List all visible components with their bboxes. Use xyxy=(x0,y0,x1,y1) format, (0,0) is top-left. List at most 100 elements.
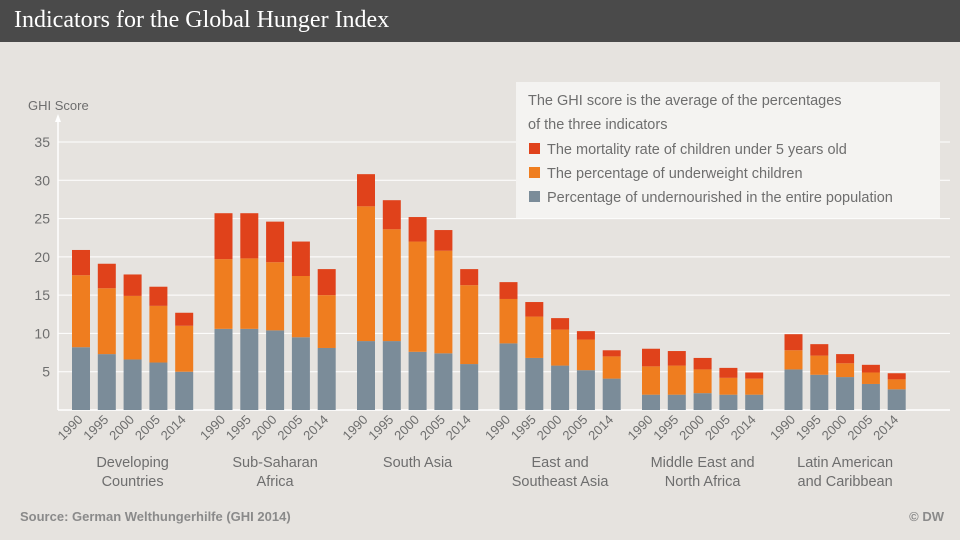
x-tick-label: 1995 xyxy=(793,412,824,443)
bar-underweight xyxy=(460,285,479,365)
bar-undernourished xyxy=(460,364,479,410)
bar-mortality xyxy=(382,200,401,230)
group-label: Countries xyxy=(102,474,164,490)
x-tick-label: 1990 xyxy=(624,412,655,443)
bar-underweight xyxy=(240,258,259,329)
group-label: East and xyxy=(531,455,588,471)
bar-underweight xyxy=(214,259,233,329)
bar-underweight xyxy=(602,356,621,379)
bar-underweight xyxy=(357,206,375,342)
source-note: Source: German Welthungerhilfe (GHI 2014… xyxy=(20,509,291,524)
group-label: Latin American xyxy=(797,455,893,471)
bar-mortality xyxy=(72,249,90,276)
bar-mortality xyxy=(525,302,544,317)
bar-undernourished xyxy=(240,328,259,410)
bar-mortality xyxy=(667,351,686,366)
x-tick-label: 2005 xyxy=(417,412,448,443)
legend-box xyxy=(516,82,940,218)
y-axis-title: GHI Score xyxy=(28,98,89,113)
group-label: South Asia xyxy=(383,455,453,471)
bar-mortality xyxy=(861,364,880,373)
title-bar: Indicators for the Global Hunger Index xyxy=(0,0,960,42)
x-tick-label: 1995 xyxy=(650,412,681,443)
x-tick-label: 2005 xyxy=(559,412,590,443)
x-tick-label: 2014 xyxy=(870,412,901,443)
bar-underweight xyxy=(123,295,142,360)
bar-underweight xyxy=(72,275,90,348)
y-axis-arrow xyxy=(55,114,61,122)
bar-undernourished xyxy=(525,357,544,410)
bar-mortality xyxy=(97,263,116,289)
legend-note: The GHI score is the average of the perc… xyxy=(528,93,842,109)
bar-undernourished xyxy=(72,347,90,410)
group-label: North Africa xyxy=(665,474,742,490)
bar-mortality xyxy=(214,213,233,260)
x-axis-labels: 19901995200020052014DevelopingCountries1… xyxy=(54,412,901,490)
x-tick-label: 2014 xyxy=(443,412,474,443)
bar-mortality xyxy=(408,217,427,242)
y-tick-label: 10 xyxy=(34,325,50,341)
bar-undernourished xyxy=(175,371,194,410)
bar-underweight xyxy=(642,366,660,395)
legend-swatch-underweight xyxy=(529,167,540,178)
bar-undernourished xyxy=(499,343,518,410)
bar-underweight xyxy=(499,298,518,344)
legend-label: Percentage of undernourished in the enti… xyxy=(547,190,893,206)
bar-mortality xyxy=(149,286,168,306)
bar-undernourished xyxy=(266,330,285,410)
bar-underweight xyxy=(434,250,453,354)
bar-mortality xyxy=(551,318,570,330)
x-tick-label: 2014 xyxy=(585,412,616,443)
y-tick-label: 35 xyxy=(34,134,50,150)
bar-undernourished xyxy=(551,365,570,410)
bar-underweight xyxy=(667,365,686,395)
x-tick-label: 1990 xyxy=(339,412,370,443)
bar-mortality xyxy=(357,174,375,207)
legend: The GHI score is the average of the perc… xyxy=(516,82,940,218)
bar-undernourished xyxy=(382,341,401,410)
bar-mortality xyxy=(745,372,764,379)
x-tick-label: 1995 xyxy=(365,412,396,443)
bar-mortality xyxy=(434,230,453,251)
group-label: Southeast Asia xyxy=(512,474,610,490)
bar-undernourished xyxy=(408,351,427,410)
group-label: Africa xyxy=(257,474,295,490)
y-tick-label: 15 xyxy=(34,287,50,303)
legend-label: The percentage of underweight children xyxy=(547,166,803,182)
bar-underweight xyxy=(317,295,336,348)
bar-underweight xyxy=(810,355,829,375)
bar-mortality xyxy=(291,241,310,276)
page-title: Indicators for the Global Hunger Index xyxy=(14,7,390,33)
bar-underweight xyxy=(525,316,544,358)
bar-undernourished xyxy=(861,383,880,410)
group-label: Sub-Saharan xyxy=(232,455,317,471)
bar-undernourished xyxy=(602,378,621,410)
bar-underweight xyxy=(784,350,803,370)
bar-mortality xyxy=(460,269,479,286)
x-tick-label: 2014 xyxy=(158,412,189,443)
bar-underweight xyxy=(745,378,764,395)
bar-mortality xyxy=(240,213,259,259)
bar-undernourished xyxy=(576,370,595,410)
legend-label: The mortality rate of children under 5 y… xyxy=(547,142,847,158)
bars xyxy=(72,174,906,410)
bar-undernourished xyxy=(357,341,375,410)
bar-mortality xyxy=(576,331,595,340)
x-tick-label: 2014 xyxy=(728,412,759,443)
bar-undernourished xyxy=(810,374,829,410)
x-tick-label: 2005 xyxy=(274,412,305,443)
bar-undernourished xyxy=(745,394,764,410)
legend-note: of the three indicators xyxy=(528,117,667,133)
bar-underweight xyxy=(97,288,116,355)
bar-undernourished xyxy=(97,354,116,410)
bar-mortality xyxy=(499,282,518,299)
bar-mortality xyxy=(784,334,803,351)
bar-mortality xyxy=(266,221,285,263)
bar-underweight xyxy=(149,305,168,363)
bar-underweight xyxy=(551,329,570,366)
x-tick-label: 1990 xyxy=(54,412,85,443)
x-tick-label: 2000 xyxy=(676,412,707,443)
bar-mortality xyxy=(317,269,336,296)
y-axis: GHI Score 5 10 15 20 25 30 35 xyxy=(28,98,89,410)
